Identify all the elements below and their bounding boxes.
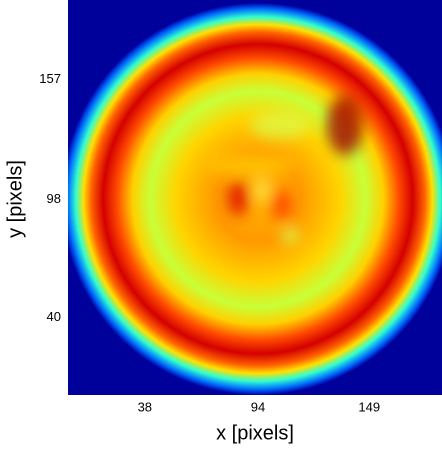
x-axis-title: x [pixels] (216, 422, 294, 444)
y-tick-label: 40 (47, 309, 61, 324)
x-tick-label: 94 (251, 399, 265, 414)
heatmap-image (68, 0, 442, 395)
y-tick-label: 157 (39, 71, 61, 86)
x-tick-label: 38 (138, 399, 152, 414)
y-tick-label: 98 (47, 191, 61, 206)
y-axis-title: y [pixels] (4, 160, 26, 238)
x-tick-label: 149 (358, 399, 380, 414)
